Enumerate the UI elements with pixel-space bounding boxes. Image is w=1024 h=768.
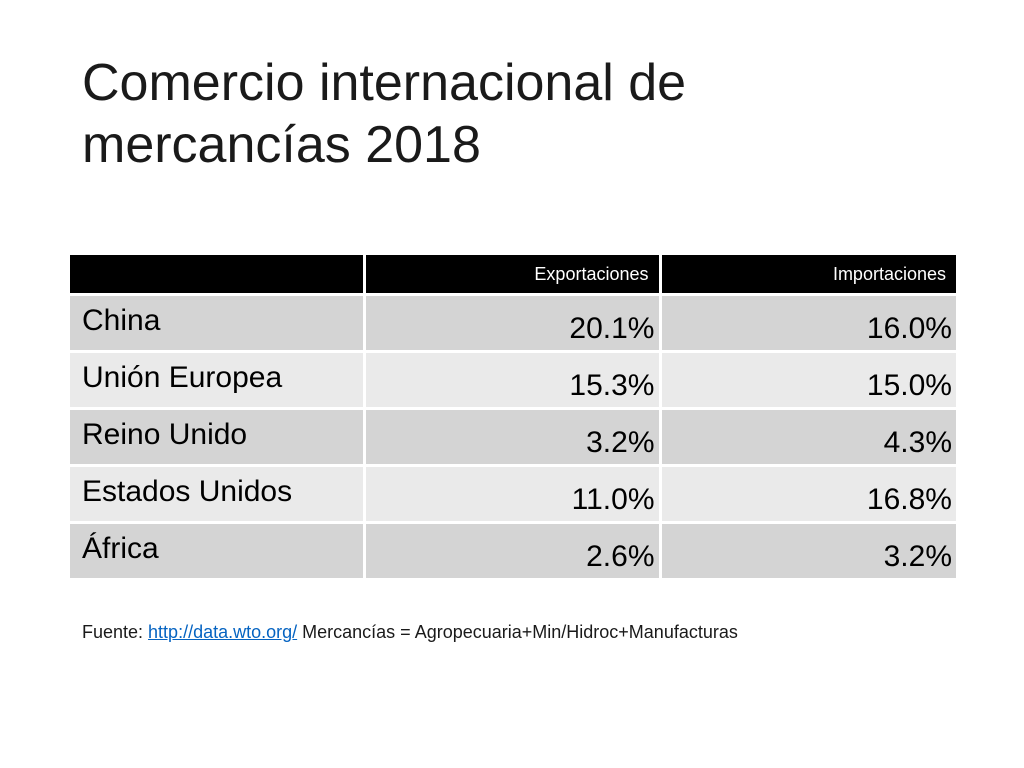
imports-value: 16.8% [660,465,956,524]
header-exports: Exportaciones [364,255,662,296]
table-row: África 2.6% 3.2% [70,522,956,581]
table-row: Unión Europea 15.3% 15.0% [70,351,956,410]
header-empty [70,255,366,296]
exports-value: 20.1% [364,294,662,353]
table-header-row: Exportaciones Importaciones [70,255,956,296]
table-row: Reino Unido 3.2% 4.3% [70,408,956,467]
source-prefix: Fuente: [82,622,149,642]
trade-table: Exportaciones Importaciones China 20.1% … [70,255,956,581]
exports-value: 3.2% [364,408,662,467]
exports-value: 2.6% [364,522,662,581]
source-link[interactable]: http://data.wto.org/ [148,622,298,642]
region-name: Unión Europea [70,351,366,410]
table-row: China 20.1% 16.0% [70,294,956,353]
header-imports: Importaciones [660,255,956,296]
source-suffix: Mercancías = Agropecuaria+Min/Hidroc+Man… [297,622,738,642]
slide-title: Comercio internacional de mercancías 201… [82,52,942,176]
region-name: Estados Unidos [70,465,366,524]
imports-value: 16.0% [660,294,956,353]
table-row: Estados Unidos 11.0% 16.8% [70,465,956,524]
region-name: Reino Unido [70,408,366,467]
source-note: Fuente: http://data.wto.org/ Mercancías … [82,622,982,643]
slide-title-line-1: Comercio internacional de [82,54,687,112]
region-name: África [70,522,366,581]
imports-value: 3.2% [660,522,956,581]
slide-title-line-2: mercancías 2018 [82,116,481,174]
imports-value: 15.0% [660,351,956,410]
imports-value: 4.3% [660,408,956,467]
exports-value: 15.3% [364,351,662,410]
exports-value: 11.0% [364,465,662,524]
region-name: China [70,294,366,353]
